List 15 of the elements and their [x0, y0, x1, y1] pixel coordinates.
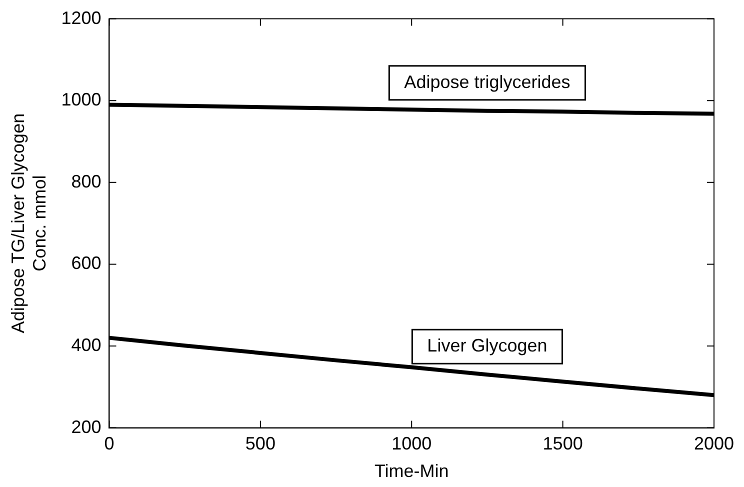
series-label: Adipose triglycerides — [404, 72, 570, 92]
x-tick-label: 500 — [245, 434, 276, 454]
x-tick-label: 1000 — [392, 434, 432, 454]
x-tick-label: 0 — [104, 434, 114, 454]
y-tick-label: 400 — [71, 334, 102, 355]
y-tick-label: 1000 — [61, 90, 102, 110]
y-tick-label: 600 — [71, 253, 102, 274]
y-tick-label: 200 — [71, 416, 102, 437]
x-tick-label: 2000 — [694, 434, 734, 454]
x-axis-title: Time-Min — [374, 461, 449, 482]
y-tick-label: 800 — [71, 171, 102, 192]
series-label: Liver Glycogen — [427, 336, 548, 356]
x-tick-label: 1500 — [542, 434, 583, 454]
y-tick-label: 1200 — [61, 8, 102, 28]
y-axis-title: Adipose TG/Liver Glycogen Conc. mmol — [8, 113, 50, 334]
